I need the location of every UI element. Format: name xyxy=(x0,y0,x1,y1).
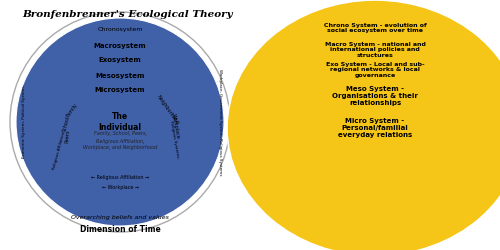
Text: Workplace: Workplace xyxy=(172,113,180,139)
Text: Bronfenbrenner's Ecological Theory: Bronfenbrenner's Ecological Theory xyxy=(22,10,234,19)
Text: Overarching beliefs and values: Overarching beliefs and values xyxy=(71,216,169,220)
Text: Neighborhood: Neighborhood xyxy=(156,94,180,126)
Text: Family, School, Peers,: Family, School, Peers, xyxy=(94,132,146,136)
Text: Religious Systems,: Religious Systems, xyxy=(168,121,179,159)
Text: Exosystem: Exosystem xyxy=(98,57,142,63)
Ellipse shape xyxy=(227,0,500,250)
Text: Religious Affiliation,: Religious Affiliation, xyxy=(52,130,66,170)
Circle shape xyxy=(78,80,162,164)
Text: Peers: Peers xyxy=(65,129,71,143)
Text: Exo System - Local and sub-
regional networks & local
governance: Exo System - Local and sub- regional net… xyxy=(326,62,424,78)
Text: Meso System -
Organisations & their
relationships: Meso System - Organisations & their rela… xyxy=(332,86,418,106)
Text: The
Individual: The Individual xyxy=(98,112,142,132)
Text: Microsystem: Microsystem xyxy=(95,87,145,93)
Text: Chrono System - evolution of
social ecosystem over time: Chrono System - evolution of social ecos… xyxy=(324,22,426,34)
Text: Chronosystem: Chronosystem xyxy=(98,28,142,32)
Circle shape xyxy=(32,34,208,210)
Circle shape xyxy=(16,18,224,226)
Circle shape xyxy=(94,96,146,148)
Text: Mesosystem: Mesosystem xyxy=(96,73,144,79)
Text: Micro System -
Personal/familial
everyday relations: Micro System - Personal/familial everyda… xyxy=(338,118,412,138)
Ellipse shape xyxy=(317,66,433,190)
Text: Economic System, Political System,: Economic System, Political System, xyxy=(22,86,26,158)
Text: Workplace, Government System, Religious Systems: Workplace, Government System, Religious … xyxy=(218,69,222,175)
Circle shape xyxy=(48,50,192,194)
Text: ← Religious Affiliation →: ← Religious Affiliation → xyxy=(91,174,149,180)
Text: Macro System - national and
international policies and
structures: Macro System - national and internationa… xyxy=(324,42,426,58)
Circle shape xyxy=(10,12,230,232)
Text: ← Workplace →: ← Workplace → xyxy=(102,184,138,190)
Ellipse shape xyxy=(270,23,480,233)
Ellipse shape xyxy=(293,40,457,216)
Circle shape xyxy=(64,66,176,178)
Ellipse shape xyxy=(249,10,500,246)
Text: Macrosystem: Macrosystem xyxy=(94,43,146,49)
Text: Dimension of Time: Dimension of Time xyxy=(80,226,160,234)
Text: School: School xyxy=(62,116,70,132)
Text: Family: Family xyxy=(66,102,78,118)
Text: Workplace, and Neighborhood: Workplace, and Neighborhood xyxy=(83,146,157,150)
Text: Religious Affiliation,: Religious Affiliation, xyxy=(96,138,144,143)
